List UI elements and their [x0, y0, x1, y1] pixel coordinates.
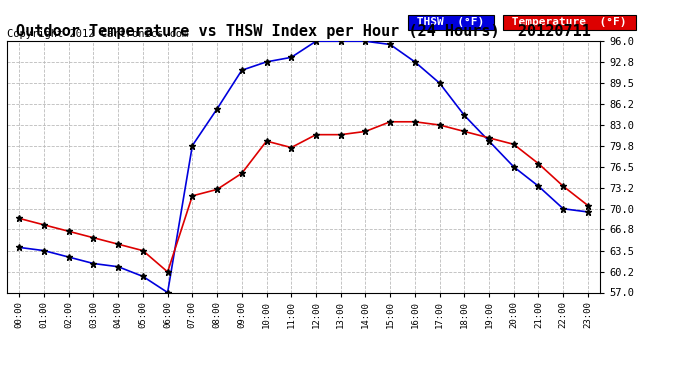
Text: Temperature  (°F): Temperature (°F): [505, 17, 633, 27]
Text: Copyright 2012 Cartronics.com: Copyright 2012 Cartronics.com: [7, 29, 188, 39]
Text: THSW  (°F): THSW (°F): [411, 17, 491, 27]
Title: Outdoor Temperature vs THSW Index per Hour (24 Hours)  20120711: Outdoor Temperature vs THSW Index per Ho…: [16, 24, 591, 39]
